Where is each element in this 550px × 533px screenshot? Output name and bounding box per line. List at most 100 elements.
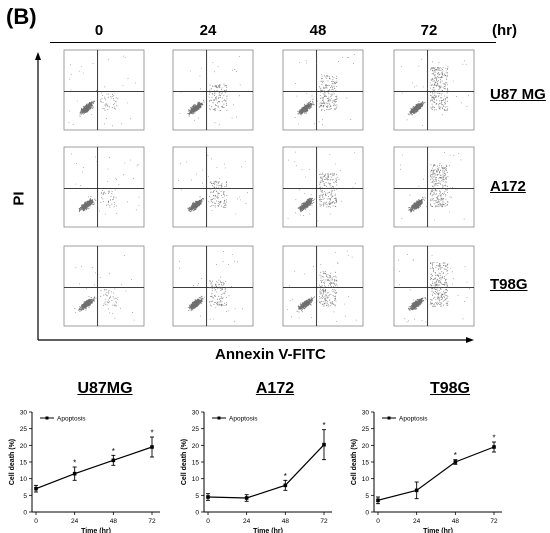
data-point: [150, 445, 154, 449]
y-tick-label: 25: [362, 426, 370, 433]
flow-panel: [172, 146, 254, 228]
x-tick-label: 0: [376, 518, 380, 525]
flow-panel-frame: [172, 146, 254, 228]
flow-dots: [400, 152, 465, 221]
y-tick-label: 15: [362, 460, 370, 467]
y-tick-label: 20: [192, 443, 200, 450]
data-point: [283, 483, 288, 488]
x-axis-label: Time (hr): [81, 528, 111, 533]
flow-panel-frame: [172, 49, 254, 131]
y-tick-label: 0: [365, 510, 369, 517]
y-tick-label: 5: [365, 493, 369, 500]
annexin-axis-arrow: [466, 337, 474, 343]
flow-dots: [179, 251, 243, 323]
y-axis-label: Cell death (%): [351, 439, 358, 485]
y-tick-label: 10: [20, 476, 28, 483]
flow-panel: [393, 146, 475, 228]
flow-dots: [287, 250, 357, 322]
y-tick-label: 20: [362, 443, 370, 450]
flow-panel: [172, 49, 254, 131]
time-header-72: 72: [420, 22, 438, 39]
significance-mark: *: [112, 447, 115, 456]
flow-panel-frame: [63, 245, 145, 327]
time-header-24: 24: [199, 22, 217, 39]
flow-dots: [401, 58, 469, 126]
data-point: [376, 498, 380, 503]
legend-marker: [217, 416, 221, 420]
flow-panel: [393, 49, 475, 131]
data-point: [34, 486, 38, 491]
cell-line-label-t98g: T98G: [490, 276, 528, 293]
series-line-apoptosis: [35, 446, 153, 490]
legend-marker: [387, 416, 391, 420]
x-tick-label: 48: [282, 518, 290, 525]
y-tick-label: 15: [20, 460, 28, 467]
y-tick-label: 10: [192, 476, 200, 483]
pi-axis-arrow: [35, 52, 41, 60]
y-tick-label: 5: [23, 493, 27, 500]
x-tick-label: 24: [71, 518, 79, 525]
data-point: [111, 458, 116, 463]
x-tick-label: 0: [34, 518, 38, 525]
time-unit-label: (hr): [492, 22, 517, 39]
flow-panel: [282, 49, 364, 131]
significance-mark: *: [150, 429, 153, 438]
y-tick-label: 30: [362, 410, 370, 417]
flow-panel-frame: [63, 49, 145, 131]
flow-panel: [63, 146, 145, 228]
x-tick-label: 48: [110, 518, 118, 525]
x-axis-label: Time (hr): [423, 528, 453, 533]
significance-mark: *: [454, 451, 457, 460]
plot-title-a172: A172: [255, 380, 295, 397]
y-tick-label: 5: [195, 493, 199, 500]
y-tick-label: 0: [23, 510, 27, 517]
data-point: [414, 488, 419, 493]
flow-dots: [179, 56, 249, 126]
plot-title-u87mg: U87MG: [77, 380, 133, 397]
x-tick-label: 72: [148, 518, 156, 525]
data-point: [453, 460, 458, 464]
y-tick-label: 15: [192, 460, 200, 467]
flow-panel: [63, 245, 145, 327]
legend-label: Apoptosis: [229, 415, 258, 422]
x-tick-label: 24: [243, 518, 251, 525]
data-point: [244, 496, 249, 500]
flow-dots: [178, 154, 248, 215]
y-tick-label: 0: [195, 510, 199, 517]
plot-title-t98g: T98G: [429, 380, 470, 397]
line-plots: 0 5 10 15 20 25 30 0 24 48 72 Time (hr) Cell death (…: [9, 410, 502, 533]
flow-panel: [282, 245, 364, 327]
flow-panel: [172, 245, 254, 327]
x-tick-label: 72: [490, 518, 498, 525]
x-axis-label: Time (hr): [253, 528, 283, 533]
y-tick-label: 25: [20, 426, 28, 433]
data-point: [322, 442, 326, 447]
x-tick-label: 72: [320, 518, 328, 525]
flow-panel-frame: [282, 245, 364, 327]
header-rule: [50, 42, 496, 43]
legend-marker: [45, 416, 49, 420]
data-point: [72, 471, 77, 476]
flow-cytometry-grid: [35, 49, 475, 343]
y-tick-label: 25: [192, 426, 200, 433]
cell-line-label-u87mg: U87 MG: [490, 86, 546, 103]
series-line-apoptosis: [207, 444, 325, 499]
panel-label: (B): [6, 4, 37, 29]
significance-mark: *: [73, 459, 76, 468]
significance-mark: *: [492, 434, 495, 443]
series-line-apoptosis: [377, 446, 495, 501]
significance-mark: *: [322, 421, 325, 430]
y-tick-label: 20: [20, 443, 28, 450]
x-tick-label: 0: [206, 518, 210, 525]
flow-panel-frame: [393, 49, 475, 131]
flow-panel-frame: [172, 245, 254, 327]
y-axis-label: Cell death (%): [9, 439, 16, 485]
flow-panel-frame: [282, 146, 364, 228]
y-tick-label: 10: [362, 476, 370, 483]
time-header-48: 48: [309, 22, 327, 39]
line-plot: 0 5 10 15 20 25 30 0 24 48 72 Time (hr) Cell death (…: [9, 410, 160, 533]
flow-dots: [398, 254, 470, 323]
flow-panel: [282, 146, 364, 228]
annexin-axis-label: Annexin V-FITC: [215, 346, 326, 363]
data-point: [492, 445, 496, 449]
